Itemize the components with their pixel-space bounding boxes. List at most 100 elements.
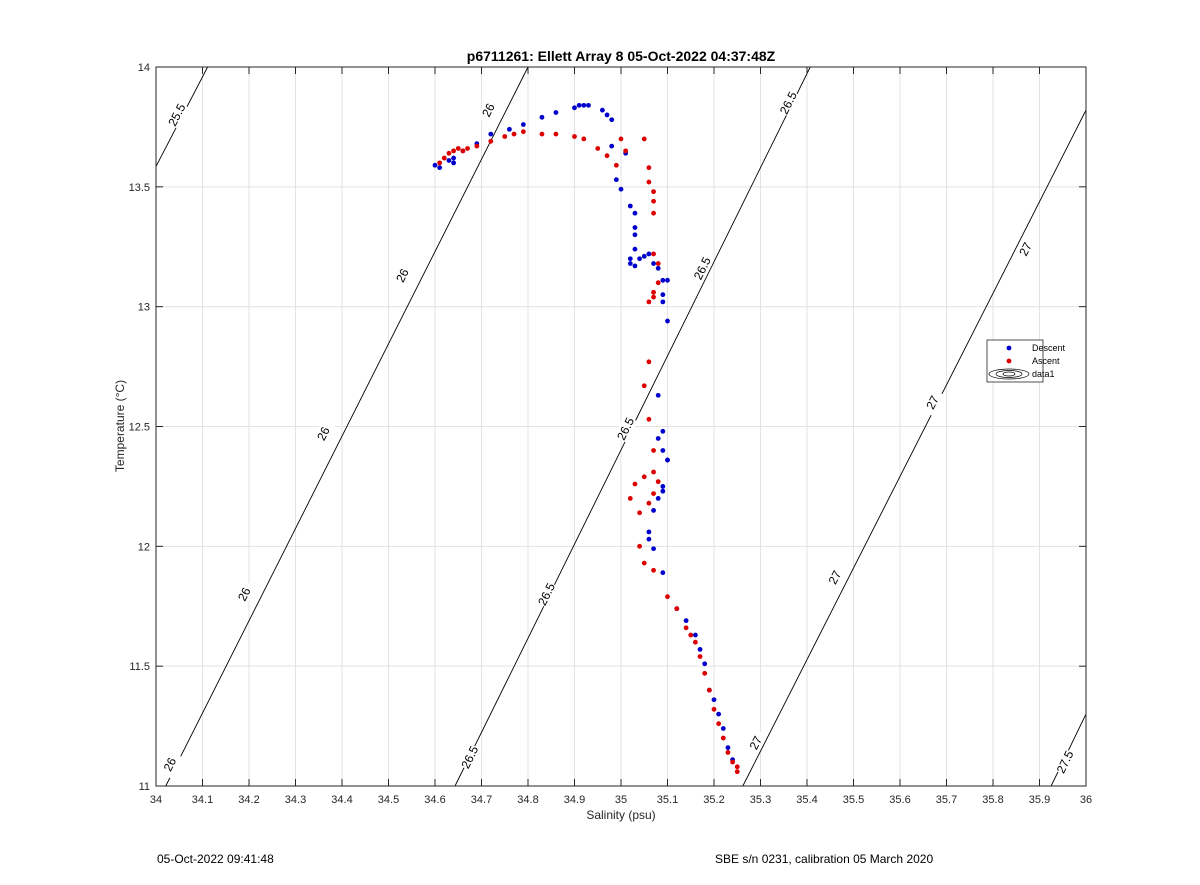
y-tick-label: 12: [138, 541, 150, 553]
ascent-point: [697, 654, 703, 659]
descent-point: [697, 646, 703, 652]
contour-label: 26: [161, 755, 180, 774]
descent-point: [646, 529, 652, 535]
contour-label-bg: [232, 580, 257, 609]
density-contour-line: [1050, 713, 1087, 787]
ascent-point: [637, 510, 642, 516]
ascent-point: [651, 469, 656, 475]
descent-point: [711, 697, 717, 703]
descent-point: [651, 546, 656, 552]
descent-point: [600, 107, 605, 113]
x-axis-label: Salinity (psu): [586, 808, 655, 822]
descent-point: [586, 102, 591, 108]
ascent-point: [623, 148, 629, 154]
ascent-point: [539, 131, 545, 137]
descent-point: [553, 110, 559, 115]
ascent-point: [693, 639, 698, 645]
ascent-point: [711, 706, 717, 712]
contour-label: 27: [923, 393, 942, 412]
descent-point: [641, 253, 647, 259]
contour-label-bg: [1053, 748, 1077, 776]
descent-point: [618, 186, 624, 192]
ascent-point: [646, 179, 652, 185]
y-tick-label: 13.5: [129, 182, 150, 194]
ascent-point: [641, 136, 647, 142]
descent-point: [451, 155, 456, 161]
descent-point: [632, 210, 638, 216]
ascent-point: [674, 606, 680, 612]
ascent-point: [632, 481, 638, 487]
descent-point: [683, 618, 689, 624]
ascent-point: [665, 594, 670, 600]
contour-label: 27: [1016, 240, 1035, 259]
descent-point: [651, 261, 656, 266]
ascent-point: [451, 148, 456, 154]
ascent-point: [734, 764, 740, 770]
density-contour-line: [742, 109, 1087, 787]
ascent-point: [720, 735, 726, 741]
y-tick-label: 11: [139, 781, 150, 793]
x-tick-label: 34.9: [564, 794, 585, 806]
ascent-point: [502, 134, 508, 139]
ascent-point: [437, 160, 443, 166]
ascent-point: [702, 670, 708, 676]
ascent-point: [604, 153, 610, 159]
descent-point: [604, 112, 610, 118]
ascent-point: [641, 383, 647, 389]
descent-point: [702, 661, 708, 667]
ascent-point: [572, 134, 577, 139]
ascent-point: [655, 280, 661, 286]
y-tick-label: 12.5: [129, 422, 150, 434]
ascent-point: [646, 165, 652, 171]
ascent-point: [646, 500, 652, 506]
ascent-point: [455, 146, 461, 151]
legend: Descent Ascent data1: [986, 339, 1066, 383]
y-tick-label: 14: [138, 62, 150, 74]
ascent-point: [651, 251, 656, 257]
descent-point: [660, 428, 666, 434]
ascent-point: [683, 625, 689, 631]
x-tick-label: 34.5: [378, 794, 399, 806]
descent-point: [665, 277, 670, 283]
descent-point: [437, 165, 443, 171]
legend-label-descent: Descent: [1032, 343, 1066, 353]
contour-label-bg: [823, 563, 847, 592]
ascent-point: [688, 632, 694, 638]
descent-point: [655, 265, 661, 271]
descent-point: [660, 277, 666, 283]
descent-point: [651, 507, 656, 513]
descent-point: [520, 122, 526, 127]
legend-label-ascent: Ascent: [1032, 356, 1060, 366]
descent-point: [613, 177, 619, 183]
ascent-point: [651, 491, 656, 497]
x-tick-label: 34.4: [331, 794, 352, 806]
descent-point: [660, 484, 666, 489]
descent-point: [632, 232, 638, 238]
descent-point: [446, 158, 452, 163]
descent-point: [627, 203, 633, 209]
ascent-point: [488, 138, 494, 144]
contour-label: 26: [393, 266, 412, 285]
ascent-point: [441, 155, 447, 161]
contour-label: 27: [826, 568, 845, 587]
x-tick-label: 35.3: [750, 794, 771, 806]
legend-label-data1: data1: [1032, 369, 1055, 379]
contour-label-bg: [390, 261, 415, 290]
descent-point: [572, 105, 577, 111]
x-tick-label: 35: [615, 794, 627, 806]
x-tick-label: 35.1: [657, 794, 678, 806]
x-tick-label: 35.6: [889, 794, 910, 806]
descent-point: [451, 160, 456, 166]
descent-point: [716, 711, 722, 717]
descent-point: [609, 143, 615, 149]
ascent-point: [646, 299, 652, 305]
axis-ticks: 34 34.1 34.2 34.3 34.4 34.5 34.6 34.7 34.8 34.9 35…: [129, 62, 1093, 806]
ascent-point: [646, 359, 652, 365]
ascent-point: [581, 136, 587, 142]
contour-label-bg: [165, 101, 189, 129]
ascent-point: [706, 687, 712, 693]
footer-calibration: SBE s/n 0231, calibration 05 March 2020: [715, 852, 934, 866]
x-tick-label: 34.6: [424, 794, 445, 806]
ascent-point: [646, 416, 652, 422]
density-contour-line: [165, 66, 529, 787]
